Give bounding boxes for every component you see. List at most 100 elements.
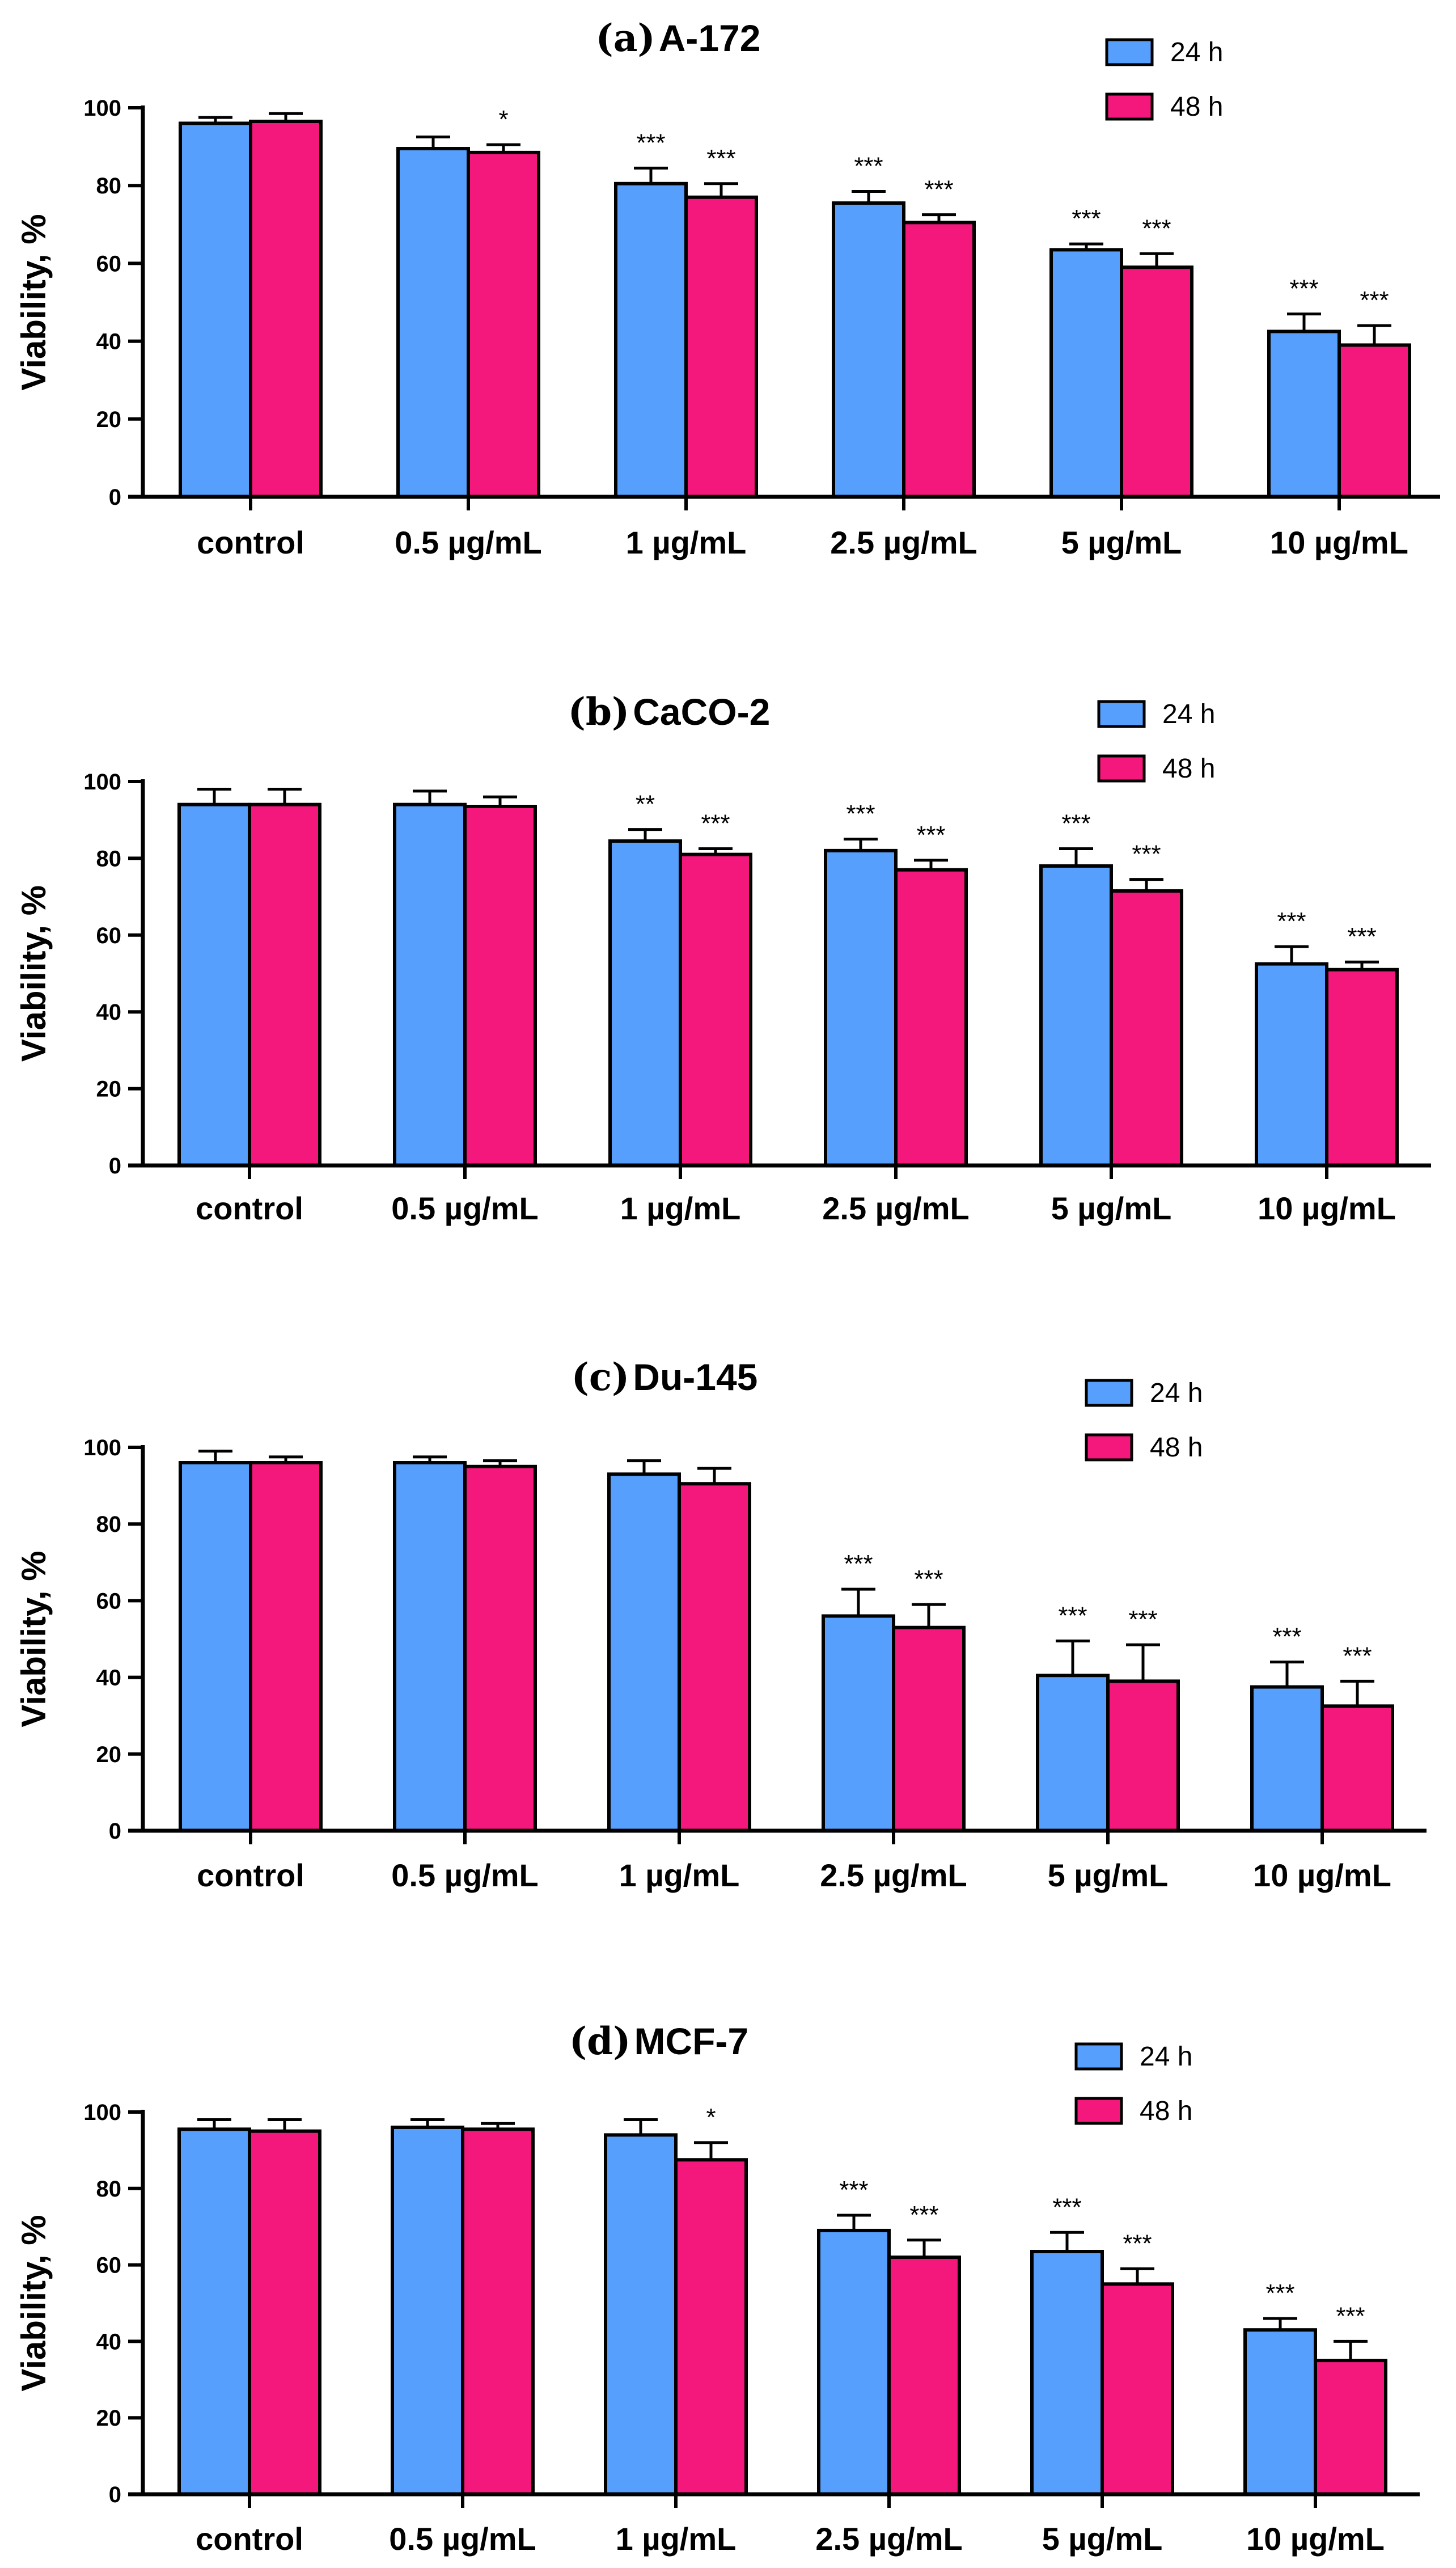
x-category-label: 2.5 µg/mL xyxy=(830,525,977,560)
significance-mark: * xyxy=(706,2104,716,2131)
bar-48h-1 xyxy=(467,150,540,499)
y-axis-label: Viability, % xyxy=(15,885,53,1062)
bar-24h-2 xyxy=(614,181,688,499)
y-tick-label: 80 xyxy=(96,1512,122,1537)
bar-24h-1 xyxy=(393,802,467,1167)
bar-24h-1 xyxy=(391,2125,464,2496)
x-category-label: 2.5 µg/mL xyxy=(815,2521,962,2557)
x-category-label: 0.5 µg/mL xyxy=(391,1857,538,1893)
y-axis-label: Viability, % xyxy=(15,1551,53,1727)
panel-letter: (c) xyxy=(572,1355,630,1399)
x-category-label: 5 µg/mL xyxy=(1051,1190,1172,1226)
legend-label-24h: 24 h xyxy=(1150,1378,1203,1408)
y-tick-label: 80 xyxy=(96,2177,122,2202)
significance-mark: *** xyxy=(909,2201,938,2229)
x-category-label: control xyxy=(197,1857,304,1893)
significance-mark: *** xyxy=(1265,2279,1294,2307)
bar-24h-5 xyxy=(1255,962,1328,1167)
x-category-label: 1 µg/mL xyxy=(619,1857,740,1893)
bar-48h-1 xyxy=(463,1464,537,1833)
bar-24h-2 xyxy=(607,1472,681,1833)
x-category-label: 10 µg/mL xyxy=(1246,2521,1385,2557)
legend-label-48h: 48 h xyxy=(1162,754,1215,784)
bar-24h-4 xyxy=(1049,248,1123,499)
bar-24h-1 xyxy=(396,147,470,499)
y-tick-label: 60 xyxy=(96,251,122,276)
x-category-label: 5 µg/mL xyxy=(1042,2521,1163,2557)
significance-mark: *** xyxy=(924,176,953,204)
bar-48h-0 xyxy=(249,120,323,499)
x-category-label: 10 µg/mL xyxy=(1270,525,1408,560)
y-tick-label: 20 xyxy=(96,2406,122,2431)
y-tick-label: 0 xyxy=(109,1154,121,1179)
bar-24h-2 xyxy=(608,839,682,1168)
bar-48h-2 xyxy=(674,2158,748,2496)
panel-name: A-172 xyxy=(659,17,761,59)
bar-48h-2 xyxy=(678,1482,751,1832)
y-tick-label: 60 xyxy=(96,923,122,948)
bar-24h-5 xyxy=(1243,2328,1317,2497)
significance-mark: *** xyxy=(1289,275,1318,303)
legend-swatch-48h xyxy=(1074,2097,1123,2125)
x-category-label: 0.5 µg/mL xyxy=(389,2521,536,2557)
bar-48h-5 xyxy=(1338,343,1411,499)
legend-swatch-24h xyxy=(1085,1379,1133,1407)
y-tick-label: 40 xyxy=(96,2329,122,2354)
y-tick-label: 20 xyxy=(96,407,122,432)
panel-letter: (a) xyxy=(596,16,655,60)
bar-24h-0 xyxy=(177,802,251,1167)
bar-48h-0 xyxy=(248,802,321,1167)
x-category-label: 1 µg/mL xyxy=(620,1190,741,1226)
bar-48h-4 xyxy=(1101,2282,1174,2497)
legend-label-24h: 24 h xyxy=(1170,37,1223,67)
panel-title: (c)Du-145 xyxy=(572,1355,758,1399)
significance-mark: *** xyxy=(636,129,665,157)
bar-48h-0 xyxy=(249,1461,323,1833)
bar-48h-5 xyxy=(1320,1704,1394,1833)
panel-name: CaCO-2 xyxy=(633,691,770,733)
legend-swatch-24h xyxy=(1097,700,1146,728)
significance-mark: *** xyxy=(706,145,735,172)
bar-24h-1 xyxy=(393,1461,467,1833)
x-category-label: 2.5 µg/mL xyxy=(822,1190,969,1226)
bar-24h-0 xyxy=(177,2127,251,2497)
panel-title: (d)MCF-7 xyxy=(569,2019,748,2063)
bar-48h-1 xyxy=(461,2127,535,2497)
bar-48h-4 xyxy=(1106,1679,1180,1833)
legend-swatch-48h xyxy=(1097,754,1146,783)
bar-48h-3 xyxy=(894,868,968,1167)
y-tick-label: 100 xyxy=(83,96,121,121)
significance-mark: *** xyxy=(1072,205,1101,233)
significance-mark: *** xyxy=(846,800,875,828)
x-category-label: 1 µg/mL xyxy=(616,2521,737,2557)
bar-24h-3 xyxy=(817,2228,891,2496)
bar-48h-5 xyxy=(1325,968,1399,1167)
legend-label-24h: 24 h xyxy=(1140,2042,1192,2072)
legend-swatch-24h xyxy=(1105,38,1154,66)
significance-mark: *** xyxy=(1347,923,1376,951)
chart-panel-b: (b)CaCO-2 24 h 48 h Viability, % 0 20 40 60 80 10… xyxy=(15,690,1431,1226)
x-category-label: control xyxy=(196,1190,303,1226)
bar-48h-0 xyxy=(248,2129,321,2496)
y-tick-label: 60 xyxy=(96,2253,122,2278)
panel-title: (a)A-172 xyxy=(596,16,761,60)
significance-mark: *** xyxy=(1128,1606,1157,1633)
significance-mark: *** xyxy=(1132,840,1161,868)
significance-mark: *** xyxy=(1058,1602,1087,1629)
significance-mark: *** xyxy=(916,821,945,849)
x-category-label: 2.5 µg/mL xyxy=(820,1857,967,1893)
y-tick-label: 40 xyxy=(96,330,122,354)
x-category-label: 0.5 µg/mL xyxy=(395,525,541,560)
panel-letter: (d) xyxy=(569,2019,631,2063)
y-tick-label: 100 xyxy=(83,1435,121,1460)
bar-48h-4 xyxy=(1110,889,1183,1167)
bar-24h-3 xyxy=(822,1614,895,1832)
bar-24h-4 xyxy=(1036,1674,1110,1832)
bar-24h-2 xyxy=(604,2133,678,2496)
significance-mark: *** xyxy=(1061,809,1090,837)
y-tick-label: 100 xyxy=(83,2100,121,2125)
x-category-label: 5 µg/mL xyxy=(1061,525,1182,560)
significance-mark: *** xyxy=(1142,214,1171,242)
significance-mark: *** xyxy=(701,809,730,837)
chart-panel-d: (d)MCF-7 24 h 48 h Viability, % 0 20 40 60 80 100… xyxy=(15,2019,1420,2557)
